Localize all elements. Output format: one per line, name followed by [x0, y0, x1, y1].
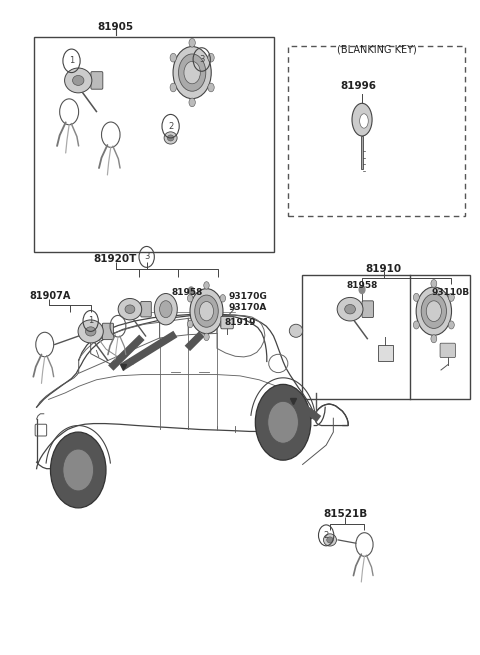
FancyBboxPatch shape	[378, 345, 393, 361]
Text: 2: 2	[168, 122, 173, 131]
Circle shape	[431, 280, 437, 288]
Circle shape	[208, 83, 214, 92]
Circle shape	[50, 432, 106, 508]
Text: 81958: 81958	[347, 280, 378, 290]
Circle shape	[421, 294, 446, 328]
Ellipse shape	[85, 327, 96, 336]
Ellipse shape	[324, 534, 336, 546]
Circle shape	[416, 287, 452, 335]
Circle shape	[199, 301, 214, 321]
Circle shape	[190, 289, 223, 333]
FancyBboxPatch shape	[102, 323, 114, 340]
Ellipse shape	[168, 135, 174, 141]
Text: 3: 3	[144, 252, 149, 261]
FancyBboxPatch shape	[91, 71, 103, 89]
Circle shape	[63, 449, 94, 491]
Circle shape	[204, 282, 209, 290]
Ellipse shape	[337, 297, 363, 321]
Circle shape	[413, 321, 419, 329]
Circle shape	[189, 39, 195, 47]
Text: 93170G: 93170G	[228, 291, 267, 301]
Ellipse shape	[72, 75, 84, 85]
Text: 1: 1	[88, 316, 93, 326]
Ellipse shape	[352, 103, 372, 136]
Text: 1: 1	[69, 56, 74, 66]
Bar	[288, 47, 465, 216]
Circle shape	[359, 286, 365, 293]
Ellipse shape	[360, 114, 368, 128]
Circle shape	[188, 287, 194, 295]
Text: 81920T: 81920T	[94, 254, 137, 264]
Ellipse shape	[125, 305, 135, 314]
Text: 2: 2	[324, 531, 329, 540]
Ellipse shape	[78, 320, 103, 343]
Circle shape	[170, 83, 177, 92]
Circle shape	[208, 53, 214, 62]
Text: 81521B: 81521B	[323, 509, 367, 519]
Text: 81905: 81905	[97, 22, 133, 32]
Circle shape	[448, 293, 454, 301]
Circle shape	[184, 62, 200, 84]
Circle shape	[187, 320, 193, 328]
Circle shape	[431, 335, 437, 343]
Text: 81958: 81958	[172, 288, 203, 297]
Ellipse shape	[164, 132, 177, 144]
FancyBboxPatch shape	[440, 343, 456, 358]
Circle shape	[255, 384, 311, 460]
Ellipse shape	[327, 537, 333, 543]
Circle shape	[220, 295, 226, 302]
Circle shape	[179, 54, 206, 91]
Ellipse shape	[345, 305, 356, 314]
Circle shape	[195, 295, 218, 328]
Circle shape	[173, 47, 211, 99]
Text: 3: 3	[199, 55, 204, 64]
Circle shape	[187, 295, 193, 302]
Circle shape	[220, 320, 226, 328]
Text: 81996: 81996	[340, 81, 376, 90]
Text: 93170A: 93170A	[228, 303, 266, 312]
Bar	[34, 37, 274, 252]
Text: 81919: 81919	[224, 318, 256, 327]
Ellipse shape	[118, 299, 142, 320]
Ellipse shape	[65, 68, 92, 93]
Text: 81910: 81910	[366, 264, 402, 274]
Circle shape	[426, 301, 442, 322]
Circle shape	[170, 53, 177, 62]
Ellipse shape	[289, 324, 303, 337]
Polygon shape	[361, 136, 362, 169]
Circle shape	[204, 333, 209, 341]
FancyBboxPatch shape	[221, 316, 233, 329]
Bar	[302, 275, 470, 400]
Circle shape	[268, 402, 299, 443]
Circle shape	[155, 293, 177, 325]
FancyBboxPatch shape	[141, 301, 151, 317]
Text: 81907A: 81907A	[29, 291, 71, 301]
Circle shape	[448, 321, 454, 329]
Circle shape	[159, 301, 172, 318]
Circle shape	[189, 98, 195, 107]
Circle shape	[413, 293, 419, 301]
FancyBboxPatch shape	[362, 301, 373, 318]
Text: 93110B: 93110B	[432, 288, 469, 297]
Text: (BLANKING KEY): (BLANKING KEY)	[336, 45, 416, 55]
